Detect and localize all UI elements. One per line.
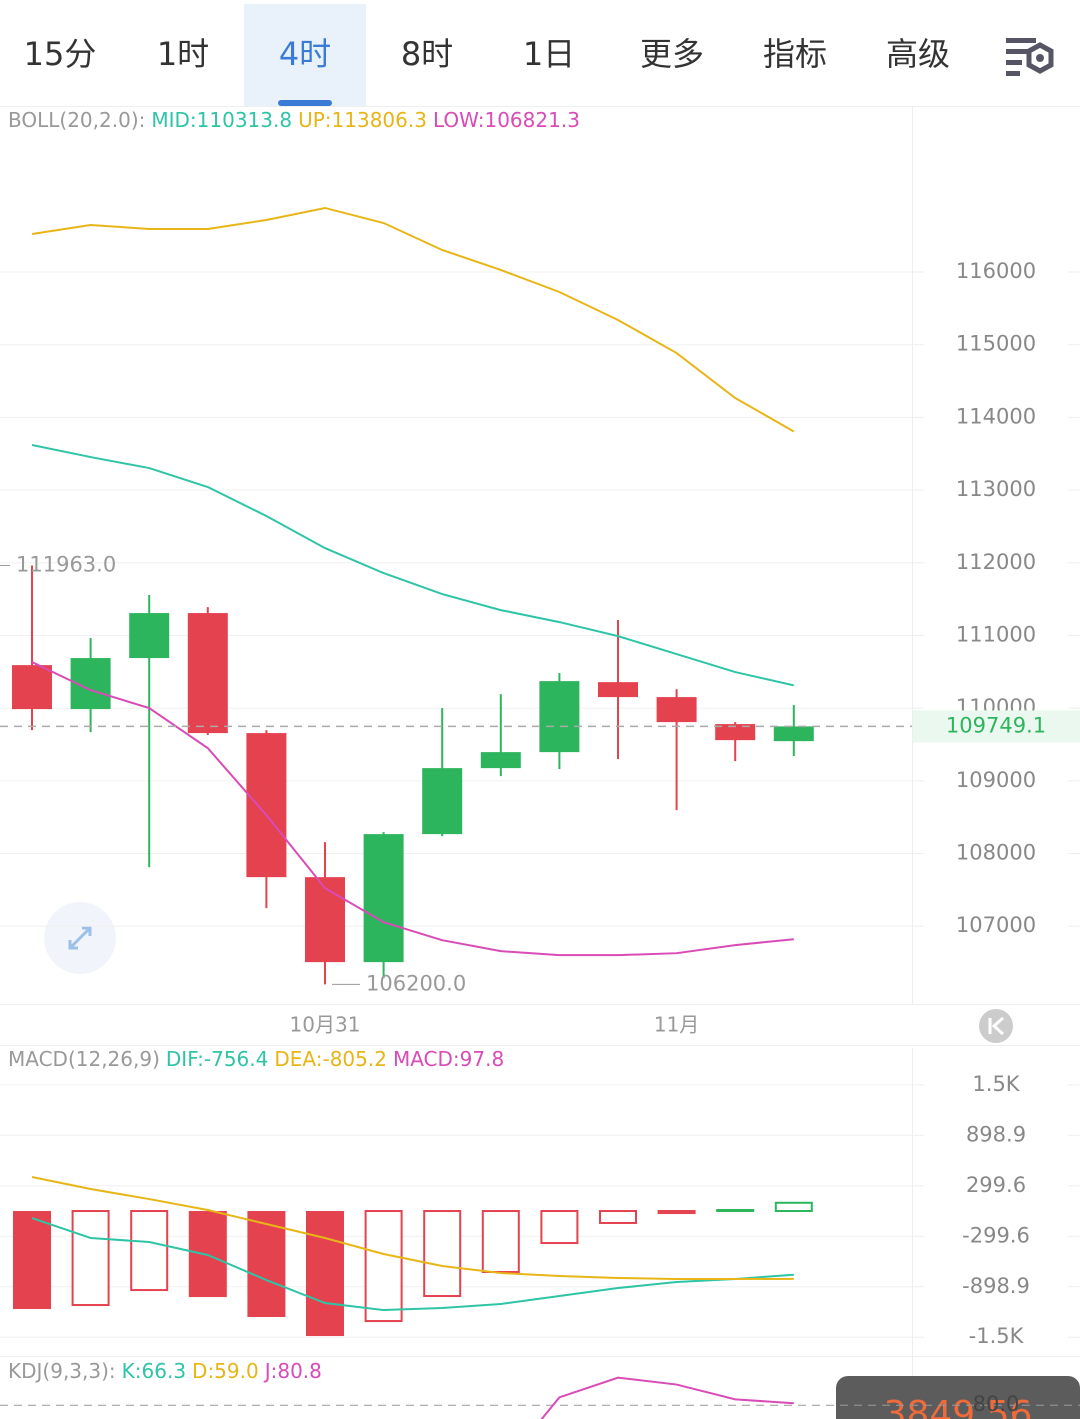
indicator-header: KDJ(9,3,3): K:66.3 D:59.0 J:80.8 [8, 1359, 328, 1383]
tab[interactable]: 8时 [401, 35, 453, 73]
y-tick-label: -898.9 [962, 1274, 1030, 1298]
macd-bar [423, 1210, 462, 1298]
legend-entry: MID:110313.8 [151, 108, 293, 132]
candle-body [598, 682, 638, 698]
legend-entry: LOW:106821.3 [432, 108, 580, 132]
x-tick-label: 11月 [654, 1013, 699, 1037]
candle-body [12, 665, 52, 710]
indicator-line [31, 1217, 794, 1312]
plot-area [540, 1376, 794, 1419]
indicator-header: MACD(12,26,9) DIF:-756.4 DEA:-805.2 MACD:97… [8, 1047, 510, 1071]
legend-entry: D:59.0 [192, 1359, 259, 1383]
tab[interactable]: 更多 [640, 35, 704, 73]
macd-bar [716, 1209, 755, 1213]
candle-body [305, 877, 345, 963]
active-tab-indicator [278, 100, 332, 106]
y-tick-label: -299.6 [962, 1223, 1030, 1247]
macd-bar [599, 1210, 637, 1224]
candle-body [246, 733, 287, 878]
indicator-line [31, 206, 795, 433]
tab[interactable]: 1日 [523, 35, 575, 73]
candle-body [422, 768, 463, 835]
indicator-title: BOLL(20,2.0): [8, 108, 146, 132]
last-price-label: 109749.1 [946, 713, 1046, 737]
y-tick-label: 108000 [956, 841, 1036, 865]
candle-body [656, 697, 697, 723]
indicator-title: MACD(12,26,9) [8, 1047, 160, 1071]
candle-body [480, 752, 521, 769]
y-tick-label: 80.0 [973, 1392, 1020, 1416]
macd-bar [657, 1210, 696, 1215]
price-popup-bg [836, 1376, 1080, 1419]
expand-button[interactable] [44, 902, 116, 974]
indicator-line [31, 1176, 794, 1281]
tab[interactable]: 高级 [886, 35, 950, 73]
y-tick-label: 116000 [956, 259, 1036, 283]
candle-body [187, 613, 228, 734]
macd-bar [540, 1210, 579, 1245]
macd-bar [306, 1211, 344, 1337]
legend-entry: MACD:97.8 [392, 1047, 505, 1071]
y-tick-label: 111000 [956, 622, 1036, 646]
indicator-line [31, 661, 794, 957]
indicator-line [540, 1376, 794, 1419]
candle-body [129, 613, 170, 659]
jump-latest-button[interactable] [979, 1009, 1013, 1043]
y-tick-label: 112000 [956, 550, 1036, 574]
plot-area [13, 1176, 813, 1337]
y-tick-label: 114000 [956, 404, 1036, 428]
tab[interactable]: 4时 [279, 35, 331, 73]
indicator-title: KDJ(9,3,3): [8, 1359, 116, 1383]
macd-bar [130, 1210, 169, 1292]
indicator-line [31, 444, 795, 687]
legend-entry: UP:113806.3 [298, 108, 427, 132]
extreme-label: 106200.0 [366, 971, 466, 995]
price-popup: 3849.56 [884, 1394, 1033, 1419]
tab[interactable]: 指标 [763, 35, 827, 73]
candle-body [539, 681, 580, 753]
y-tick-label: 299.6 [966, 1173, 1026, 1197]
y-tick-label: 1.5K [972, 1072, 1020, 1096]
tab[interactable]: 1时 [157, 35, 209, 73]
legend-entry: DEA:-805.2 [274, 1047, 387, 1071]
plot-area [12, 206, 814, 985]
settings-icon[interactable] [1006, 38, 1054, 76]
y-tick-label: 113000 [956, 477, 1036, 501]
candle-body [363, 834, 404, 963]
y-tick-label: 109000 [956, 768, 1036, 792]
macd-bar [71, 1210, 110, 1307]
active-tab-bg [244, 4, 366, 106]
y-tick-label: 898.9 [966, 1122, 1026, 1146]
indicator-header: BOLL(20,2.0): MID:110313.8 UP:113806.3 LOW:… [8, 108, 586, 132]
x-tick-label: 10月31 [290, 1013, 361, 1037]
macd-bar [481, 1210, 520, 1274]
macd-bar [13, 1211, 51, 1310]
y-tick-label: -1.5K [969, 1324, 1025, 1348]
tab[interactable]: 15分 [24, 35, 97, 73]
macd-bar [774, 1201, 813, 1213]
legend-entry: DIF:-756.4 [165, 1047, 269, 1071]
extreme-label: 111963.0 [16, 552, 116, 576]
last-price-bg [913, 710, 1080, 743]
y-tick-label: 107000 [956, 913, 1036, 937]
y-tick-label: 115000 [956, 332, 1036, 356]
macd-bar [364, 1210, 403, 1323]
candle-body [715, 724, 756, 741]
legend-entry: K:66.3 [121, 1359, 187, 1383]
macd-bar [247, 1211, 286, 1318]
legend-entry: J:80.8 [264, 1359, 322, 1383]
candle-body [773, 726, 814, 742]
